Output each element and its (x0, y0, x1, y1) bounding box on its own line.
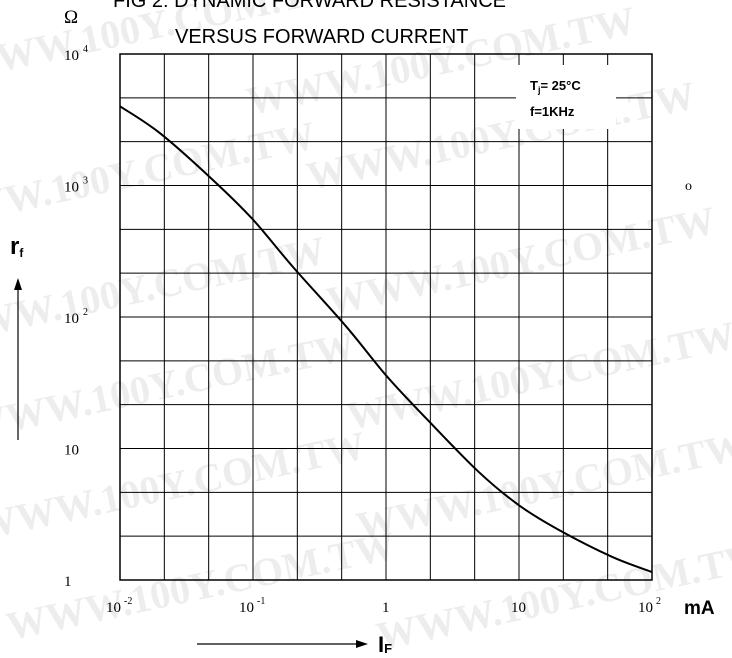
x-tick-label: 1 (382, 600, 390, 616)
y-axis-label: rf (10, 233, 24, 260)
y-unit-label: Ω (64, 7, 78, 28)
x-tick-labels: 10 -2 10 -1 1 10 10 2 (106, 596, 661, 616)
watermark-text: WWW.100Y.COM.TW (343, 312, 732, 438)
watermark-text: WWW.100Y.COM.TW (0, 422, 369, 548)
watermark-text: WWW.100Y.COM.TW (323, 197, 720, 323)
y-tick-label: 1 (64, 574, 72, 590)
y-tick-label: 10 4 (64, 44, 88, 64)
x-tick-label: 10 -2 (106, 596, 132, 616)
x-tick-label: 10 (511, 600, 526, 616)
legend-temperature: Tj= 25°C (530, 78, 581, 95)
x-tick-label: 10 2 (638, 596, 661, 616)
stray-mark: o (685, 179, 692, 194)
x-axis-label: IF (378, 632, 392, 657)
x-unit-label: mA (684, 598, 715, 619)
series-line (119, 105, 653, 573)
legend-line1: T (530, 78, 538, 93)
legend-box (516, 65, 616, 129)
x-tick-label: 10 -1 (239, 596, 265, 616)
watermark-text: WWW.100Y.COM.TW (353, 422, 732, 548)
y-tick-label: 10 3 (64, 176, 88, 196)
chart-title-line2: VERSUS FORWARD CURRENT (175, 26, 468, 48)
chart-title-line1: FIG 2: DYNAMIC FORWARD RESISTANCE (113, 0, 506, 12)
y-axis-arrow-head (14, 278, 22, 290)
chart-grid (120, 54, 652, 580)
y-tick-label: 10 2 (64, 307, 88, 327)
watermark-text: WWW.100Y.COM.TW (3, 522, 400, 648)
watermark-text: WWW.100Y.COM.TW (373, 532, 732, 658)
y-tick-label: 10 (64, 443, 79, 459)
watermark-text: WWW.100Y.COM.TW (0, 112, 319, 238)
legend-frequency: f=1KHz (530, 104, 575, 119)
plot-frame (119, 53, 653, 581)
watermark-text: WWW.100Y.COM.TW (0, 322, 359, 448)
x-axis-arrow-head (356, 640, 368, 648)
